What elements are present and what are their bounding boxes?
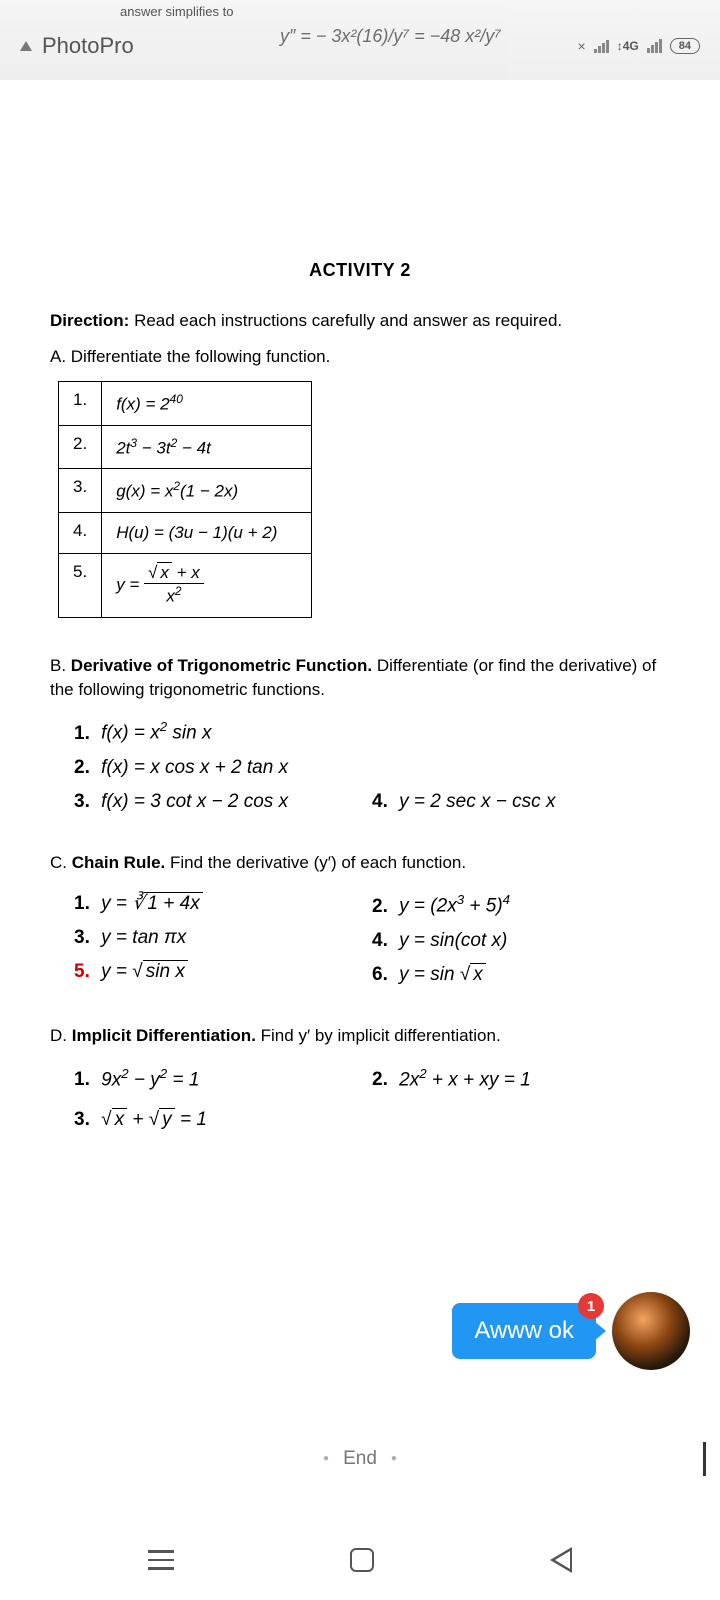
equation: 3. f(x) = 3 cot x − 2 cos x <box>74 791 372 813</box>
text-cursor <box>703 1442 706 1476</box>
status-bar: PhotoPro × ↕4G 84 <box>0 24 720 68</box>
notification-badge[interactable]: 1 <box>578 1293 604 1319</box>
table-row: 5.y = √x + xx2 <box>59 553 312 617</box>
table-row: 1.f(x) = 240 <box>59 382 312 426</box>
equation: 2. 2x2 + x + xy = 1 <box>372 1066 670 1091</box>
end-marker: ●End● <box>0 1448 720 1470</box>
signal-icon-2 <box>647 39 662 53</box>
table-row: 2.2t3 − 3t2 − 4t <box>59 425 312 469</box>
signal-icon <box>594 40 609 53</box>
equation: 2. f(x) = x cos x + 2 tan x <box>74 757 670 779</box>
equation: 1. 9x2 − y2 = 1 <box>74 1066 372 1091</box>
equation: 5. y = √sin x <box>74 961 372 983</box>
direction-line: Direction: Read each instructions carefu… <box>50 311 670 331</box>
chat-bubble[interactable]: Awww ok <box>452 1303 596 1359</box>
recent-apps-button[interactable] <box>148 1550 174 1570</box>
back-button[interactable] <box>550 1547 572 1573</box>
ghost-text: answer simplifies to <box>120 4 233 19</box>
battery-badge: 84 <box>670 38 700 54</box>
activity-title: ACTIVITY 2 <box>50 260 670 281</box>
equation: 3. √x + √y = 1 <box>74 1109 372 1131</box>
equation: 1. f(x) = x2 sin x <box>74 719 670 744</box>
section-c-heading: C. Chain Rule. Find the derivative (y′) … <box>50 851 670 875</box>
equation: 2. y = (2x3 + 5)4 <box>372 892 670 917</box>
navigation-bar <box>0 1520 720 1600</box>
home-button[interactable] <box>350 1548 374 1572</box>
section-a-table: 1.f(x) = 240 2.2t3 − 3t2 − 4t 3.g(x) = x… <box>58 381 312 618</box>
equation: 3. y = tan πx <box>74 927 372 949</box>
equation: 4. y = 2 sec x − csc x <box>372 791 670 813</box>
section-a-heading: A. Differentiate the following function. <box>50 347 670 367</box>
table-row: 4.H(u) = (3u − 1)(u + 2) <box>59 512 312 553</box>
section-d-heading: D. Implicit Differentiation. Find y′ by … <box>50 1024 670 1048</box>
equation: 1. y = ∛1 + 4x <box>74 892 372 915</box>
section-b-heading: B. Derivative of Trigonometric Function.… <box>50 654 670 702</box>
equation: 6. y = sin √x <box>372 964 670 986</box>
equation: 4. y = sin(cot x) <box>372 930 670 952</box>
avatar[interactable] <box>612 1292 690 1370</box>
app-title[interactable]: PhotoPro <box>42 33 134 59</box>
dropdown-icon[interactable] <box>20 41 32 51</box>
close-icon: × <box>578 38 586 54</box>
chat-overlay[interactable]: 1 Awww ok <box>452 1292 690 1370</box>
table-row: 3.g(x) = x2(1 − 2x) <box>59 469 312 513</box>
network-label: ↕4G <box>617 39 639 53</box>
document-content[interactable]: ACTIVITY 2 Direction: Read each instruct… <box>50 260 670 1169</box>
